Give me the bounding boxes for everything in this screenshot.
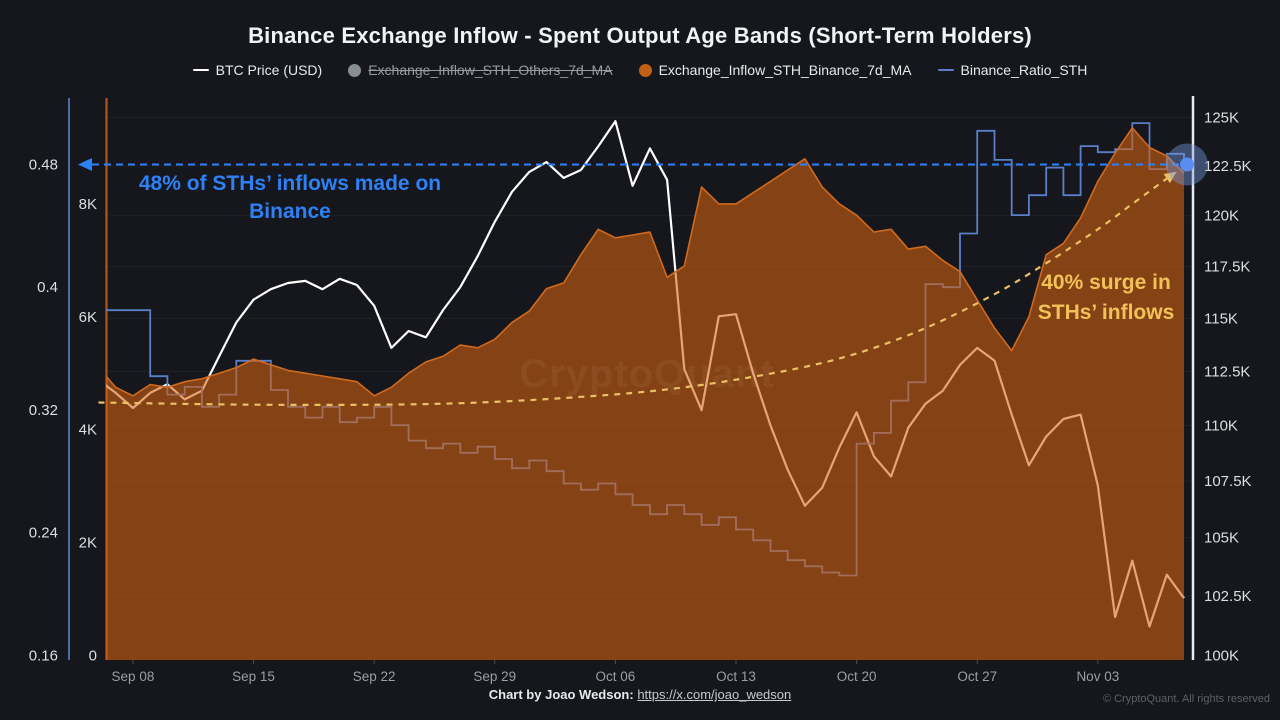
price-axis-label: 102.5K bbox=[1204, 588, 1252, 605]
cryptoquant-watermark: CryptoQuant bbox=[519, 352, 775, 396]
inflow-axis-label: 6K bbox=[79, 309, 97, 326]
price-axis-label: 115K bbox=[1204, 310, 1238, 327]
legend-item-binance-ratio-sth[interactable]: Binance_Ratio_STH bbox=[937, 62, 1088, 78]
price-axis-label: 112.5K bbox=[1204, 363, 1250, 380]
x-axis-label: Sep 15 bbox=[232, 669, 275, 684]
x-axis-label: Nov 03 bbox=[1076, 669, 1119, 684]
legend-dot-icon bbox=[348, 63, 362, 77]
x-axis-label: Oct 20 bbox=[837, 669, 877, 684]
annotation-binance-share-line1: 48% of STHs’ inflows made on bbox=[138, 172, 442, 195]
ratio-axis-label: 0.4 bbox=[37, 279, 58, 296]
inflow-axis-label: 4K bbox=[79, 422, 97, 439]
x-axis-label: Oct 06 bbox=[596, 669, 636, 684]
plot-area bbox=[106, 120, 1190, 660]
legend-item-exchange-inflow-sth-others-7d-ma[interactable]: Exchange_Inflow_STH_Others_7d_MA bbox=[348, 62, 613, 78]
ratio-axis-label: 0.48 bbox=[29, 157, 58, 174]
binance-inflow-area bbox=[106, 127, 1184, 660]
price-axis-label: 122.5K bbox=[1204, 158, 1252, 175]
x-axis-label: Sep 22 bbox=[353, 669, 396, 684]
price-axis-label: 100K bbox=[1204, 647, 1239, 664]
ratio-axis-label: 0.32 bbox=[29, 402, 58, 419]
legend-item-label: Exchange_Inflow_STH_Others_7d_MA bbox=[368, 62, 613, 78]
price-axis-label: 117.5K bbox=[1204, 258, 1250, 275]
legend-line-icon bbox=[937, 68, 954, 72]
annotation-inflow-surge: 40% surge in STHs’ inflows bbox=[1018, 268, 1194, 328]
author-link[interactable]: https://x.com/joao_wedson bbox=[637, 687, 792, 702]
annotation-inflow-surge-line1: 40% surge in bbox=[1041, 271, 1171, 294]
annotation-inflow-surge-line2: STHs’ inflows bbox=[1037, 301, 1175, 324]
legend-item-label: Exchange_Inflow_STH_Binance_7d_MA bbox=[658, 62, 912, 78]
x-axis-label: Oct 27 bbox=[957, 669, 997, 684]
legend-item-label: Binance_Ratio_STH bbox=[960, 62, 1088, 78]
price-axis-label: 107.5K bbox=[1204, 473, 1252, 490]
inflow-axis-label: 0 bbox=[89, 647, 97, 664]
copyright-notice: © CryptoQuant. All rights reserved bbox=[1102, 693, 1270, 705]
left-arrowhead-icon bbox=[78, 158, 92, 171]
legend: BTC Price (USD) Exchange_Inflow_STH_Other… bbox=[0, 62, 1280, 78]
ratio-axis-label: 0.24 bbox=[29, 525, 58, 542]
footer-credit: Chart by Joao Wedson: https://x.com/joao… bbox=[0, 687, 1280, 702]
x-axis-label: Sep 29 bbox=[473, 669, 516, 684]
annotation-binance-share: 48% of STHs’ inflows made on Binance bbox=[110, 170, 470, 226]
inflow-trend-dashed-curve bbox=[98, 177, 1168, 406]
inflow-axis-label: 2K bbox=[79, 534, 97, 551]
trend-arrowhead-icon bbox=[1163, 171, 1177, 184]
price-axis-label: 105K bbox=[1204, 530, 1239, 547]
x-axis-label: Oct 13 bbox=[716, 669, 756, 684]
x-axis-label: Sep 08 bbox=[112, 669, 155, 684]
inflow-axis-label: 8K bbox=[79, 196, 97, 213]
price-axis-label: 110K bbox=[1204, 418, 1238, 435]
page-title: Binance Exchange Inflow - Spent Output A… bbox=[248, 23, 1032, 48]
legend-item-btc-price-usd-[interactable]: BTC Price (USD) bbox=[192, 62, 323, 78]
credit-label: Chart by Joao Wedson: bbox=[488, 687, 634, 702]
legend-item-exchange-inflow-sth-binance-7d-ma[interactable]: Exchange_Inflow_STH_Binance_7d_MA bbox=[638, 62, 912, 78]
legend-dot-icon bbox=[638, 63, 652, 77]
legend-item-label: BTC Price (USD) bbox=[215, 62, 323, 78]
ratio-axis-label: 0.16 bbox=[29, 647, 58, 664]
annotation-binance-share-line2: Binance bbox=[249, 200, 331, 223]
binance-inflow-area-edge bbox=[106, 127, 1185, 397]
legend-line-icon bbox=[192, 68, 209, 72]
price-axis-label: 125K bbox=[1204, 109, 1239, 126]
ratio-endpoint-dot bbox=[1179, 157, 1194, 172]
price-axis-label: 120K bbox=[1204, 208, 1239, 225]
